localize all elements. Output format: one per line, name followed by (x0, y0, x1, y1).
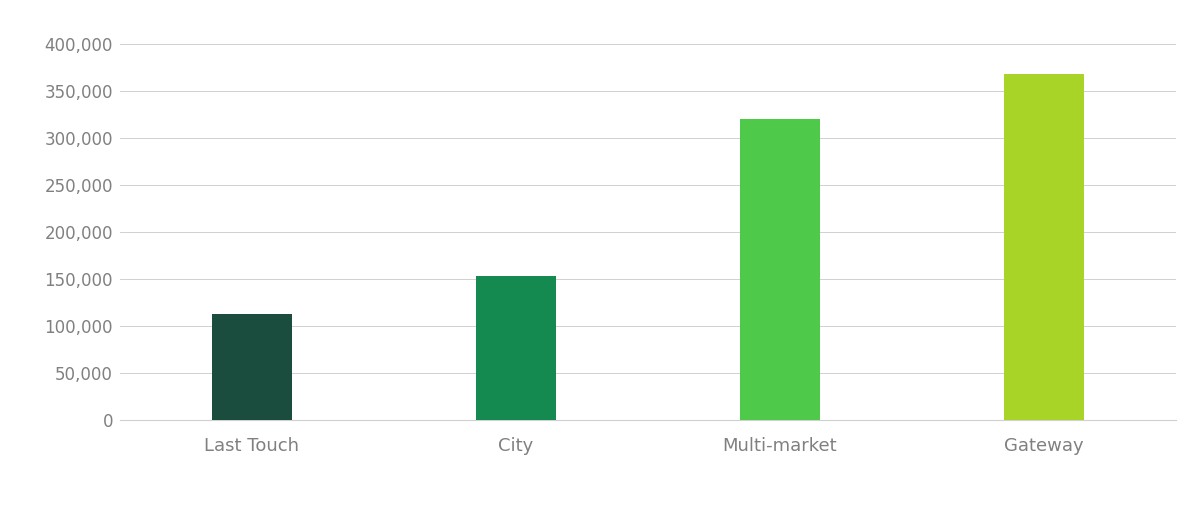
Bar (740, 119, 820, 420)
Bar (212, 314, 292, 420)
Bar (1004, 74, 1084, 420)
Bar (476, 276, 556, 420)
